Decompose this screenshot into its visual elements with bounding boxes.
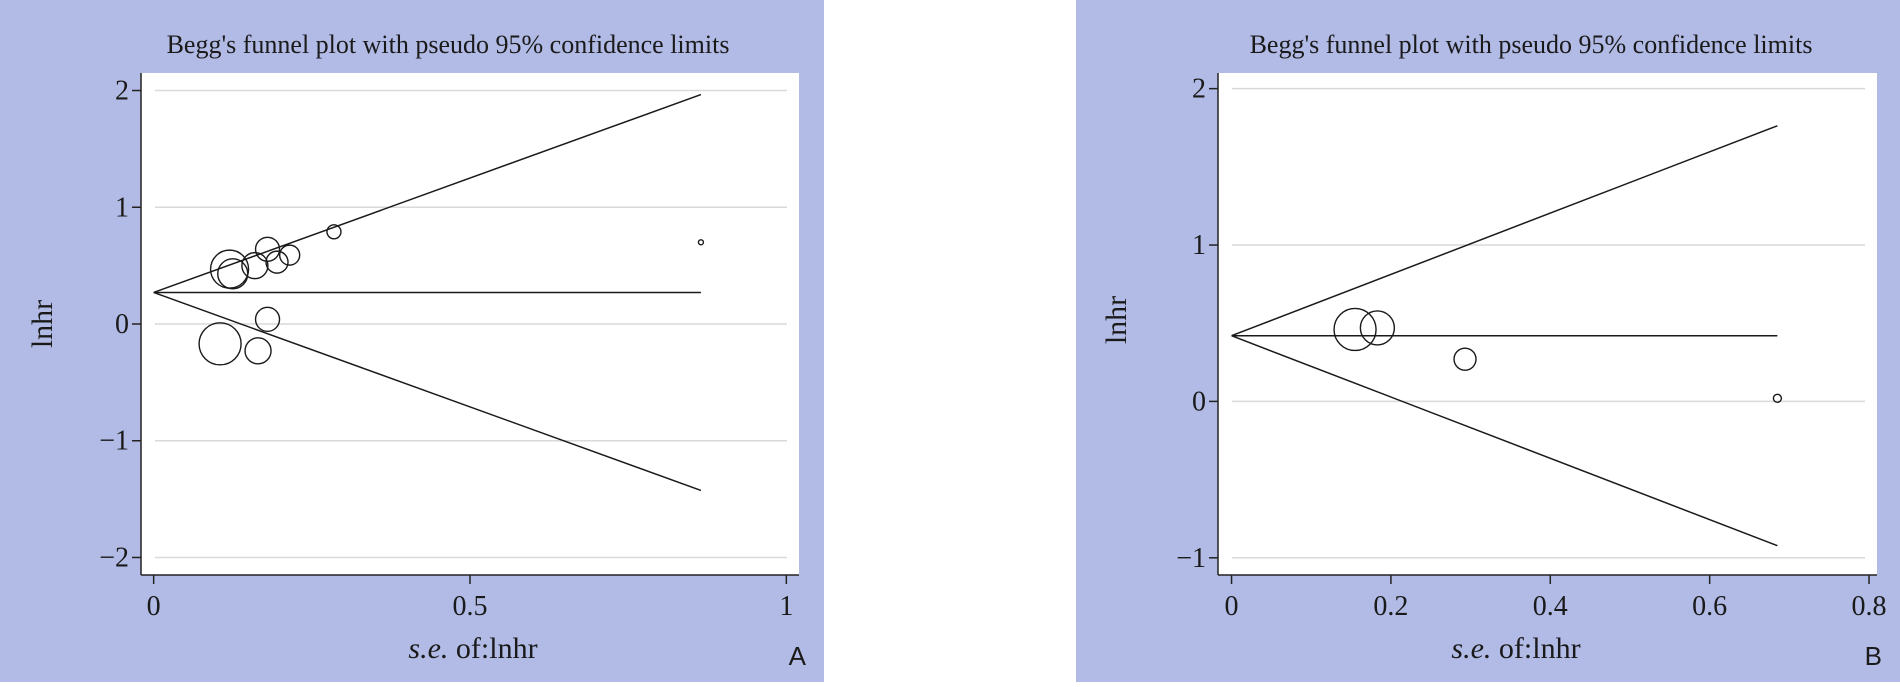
x-ticks: 0 0.2 0.4 0.6 0.8 [1225,575,1887,622]
y-tick-label: 2 [115,76,129,107]
x-ticks: 0 0.5 1 [147,575,793,622]
funnel-plot-a: Begg's funnel plot with pseudo 95% confi… [26,30,799,665]
study-point [278,244,301,266]
upper-confidence-limit [1231,125,1778,337]
panel-letter: A [788,641,806,671]
funnel-lines [153,93,702,492]
y-tick-label: 2 [1192,74,1206,105]
y-tick-label: 0 [1192,386,1206,417]
y-tick-label: 1 [1192,230,1206,261]
x-axis-label: s.e. of:lnhr [408,632,537,665]
study-points [1333,307,1783,403]
y-tick-label: 1 [115,192,129,223]
panel-letter: B [1864,641,1882,671]
study-point [1453,347,1477,371]
y-tick-label: 0 [115,309,129,340]
x-tick-label: 0.2 [1373,591,1408,622]
study-point [217,258,249,290]
study-point [198,322,242,366]
y-ticks: −2 −1 0 1 2 [99,76,141,573]
study-point [326,224,342,240]
study-point [1772,393,1783,403]
upper-confidence-limit [153,93,702,294]
y-tick-label: −1 [1176,543,1206,574]
funnel-plot-b: Begg's funnel plot with pseudo 95% confi… [1100,30,1887,665]
chart-panel-b: Begg's funnel plot with pseudo 95% confi… [1076,0,1900,682]
plot-area [1218,73,1877,575]
study-point [244,337,272,365]
x-tick-label: 0.6 [1692,591,1727,622]
x-axis-label: s.e. of:lnhr [1451,632,1580,665]
x-tick-label: 0 [1225,591,1239,622]
gridlines [155,89,787,559]
gridlines [1232,87,1865,559]
lower-confidence-limit [1231,335,1778,547]
study-point [697,239,705,246]
y-ticks: −1 0 1 2 [1176,74,1218,574]
x-tick-label: 0.4 [1533,591,1568,622]
x-tick-label: 0 [147,591,161,622]
chart-title: Begg's funnel plot with pseudo 95% confi… [167,30,730,59]
study-point [265,250,289,274]
study-point [254,236,281,262]
y-tick-label: −1 [99,426,129,457]
x-axis-label-prefix: s.e. [1451,632,1491,665]
chart-title: Begg's funnel plot with pseudo 95% confi… [1250,30,1813,59]
y-axis-label: lnhr [26,300,59,348]
study-point [1333,307,1377,352]
study-point [241,251,269,280]
x-axis-label-suffix: of:lnhr [1499,632,1581,665]
study-points [198,224,705,366]
x-axis-label-suffix: of:lnhr [456,632,538,665]
x-axis-label-prefix: s.e. [408,632,448,665]
chart-panel-a: Begg's funnel plot with pseudo 95% confi… [0,0,824,682]
y-tick-label: −2 [99,542,129,573]
study-point [254,306,281,333]
funnel-lines [1231,125,1778,547]
x-tick-label: 1 [779,591,793,622]
x-tick-label: 0.8 [1852,591,1887,622]
study-point [1359,310,1396,346]
x-tick-label: 0.5 [453,591,488,622]
y-axis-label: lnhr [1100,296,1133,344]
lower-confidence-limit [153,291,702,492]
